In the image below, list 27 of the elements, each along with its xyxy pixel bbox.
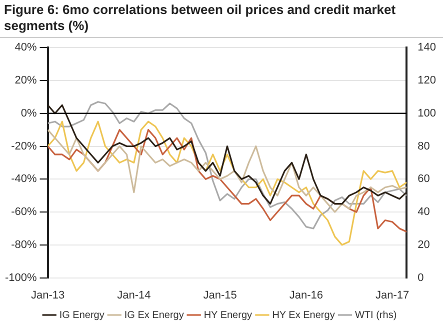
legend-label: WTI (rhs) [354,310,397,321]
y2-tick-label: 60 [418,173,430,186]
y2-tick-label: 100 [418,107,436,120]
y-tick-label: -40% [11,173,38,186]
chart-title: Figure 6: 6mo correlations between oil prices and credit market segments (%) [0,0,443,38]
y-tick-label: 20% [14,74,37,87]
y-tick-label: -20% [11,140,38,152]
y2-tick-label: 120 [418,74,436,87]
y-tick-label: -60% [11,206,38,218]
legend-label: IG Ex Energy [124,310,184,321]
y-tick-label: -80% [11,238,38,251]
x-tick-label: Jan-16 [289,289,323,302]
x-tick-label: Jan-14 [117,289,151,302]
y2-tick-label: 20 [418,238,430,251]
y2-tick-label: 80 [418,140,430,152]
legend-label: HY Energy [204,310,252,321]
y2-tick-label: 0 [418,272,424,284]
x-tick-label: Jan-17 [375,289,410,302]
y-tick-label: 40% [14,42,37,54]
x-tick-label: Jan-13 [30,289,65,302]
legend-label: IG Energy [59,310,104,321]
y-tick-label: 0% [20,107,38,120]
y-tick-label: -100% [5,272,38,284]
y2-tick-label: 140 [418,42,436,54]
x-tick-label: Jan-15 [203,289,237,302]
legend-label: HY Ex Energy [272,310,335,321]
y2-tick-label: 40 [418,206,430,218]
